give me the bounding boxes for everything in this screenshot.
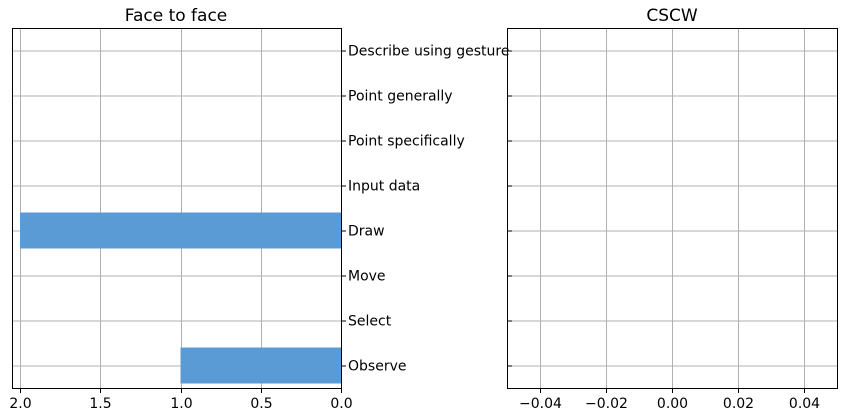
right-chart-title: CSCW: [646, 6, 698, 26]
left-xtick-label: 2.0: [9, 396, 31, 412]
left-xtick-label: 1.5: [89, 396, 111, 412]
left-bar: [20, 212, 342, 249]
right-xtick-label: −0.02: [585, 396, 628, 412]
left-xtick-label: 1.0: [170, 396, 192, 412]
left-chart-title: Face to face: [125, 6, 228, 26]
right-xtick-label: −0.04: [519, 396, 562, 412]
category-label: Point specifically: [348, 134, 465, 150]
right-axes-frame: [507, 28, 838, 389]
category-label: Describe using gesture: [348, 44, 509, 60]
category-label: Draw: [348, 224, 385, 240]
right-xtick-label: 0.00: [657, 396, 688, 412]
right-xtick-label: 0.04: [789, 396, 820, 412]
category-label: Point generally: [348, 89, 453, 105]
category-label: Observe: [348, 359, 406, 375]
category-label: Input data: [348, 179, 420, 195]
category-label: Move: [348, 269, 386, 285]
left-bar: [180, 347, 341, 384]
left-axes-frame: [12, 28, 342, 389]
left-xtick-label: 0.0: [330, 396, 352, 412]
right-xtick-label: 0.02: [723, 396, 754, 412]
left-xtick-label: 0.5: [250, 396, 272, 412]
category-label: Select: [348, 314, 392, 330]
